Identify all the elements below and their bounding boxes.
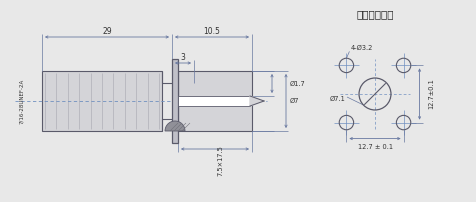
Polygon shape	[250, 96, 264, 106]
Bar	[172, 59, 178, 143]
Text: 12.7±0.1: 12.7±0.1	[428, 79, 435, 109]
Bar	[178, 96, 250, 106]
Text: 7.5×17.5: 7.5×17.5	[217, 146, 223, 176]
Text: 安装开孔尺寸: 安装开孔尺寸	[356, 9, 394, 19]
Text: 29: 29	[102, 26, 112, 36]
Text: 7/16-28UNEF-2A: 7/16-28UNEF-2A	[20, 78, 24, 124]
Text: 4-Ø3.2: 4-Ø3.2	[350, 44, 373, 50]
Text: 3: 3	[180, 53, 186, 61]
Bar	[42, 71, 162, 131]
Text: Ø7.1: Ø7.1	[329, 96, 345, 102]
Text: 10.5: 10.5	[204, 26, 220, 36]
Text: Ø1.7: Ø1.7	[290, 81, 306, 87]
Wedge shape	[165, 121, 185, 131]
Text: 12.7 ± 0.1: 12.7 ± 0.1	[357, 144, 393, 149]
Text: Ø7: Ø7	[290, 98, 299, 104]
Bar	[178, 71, 252, 131]
